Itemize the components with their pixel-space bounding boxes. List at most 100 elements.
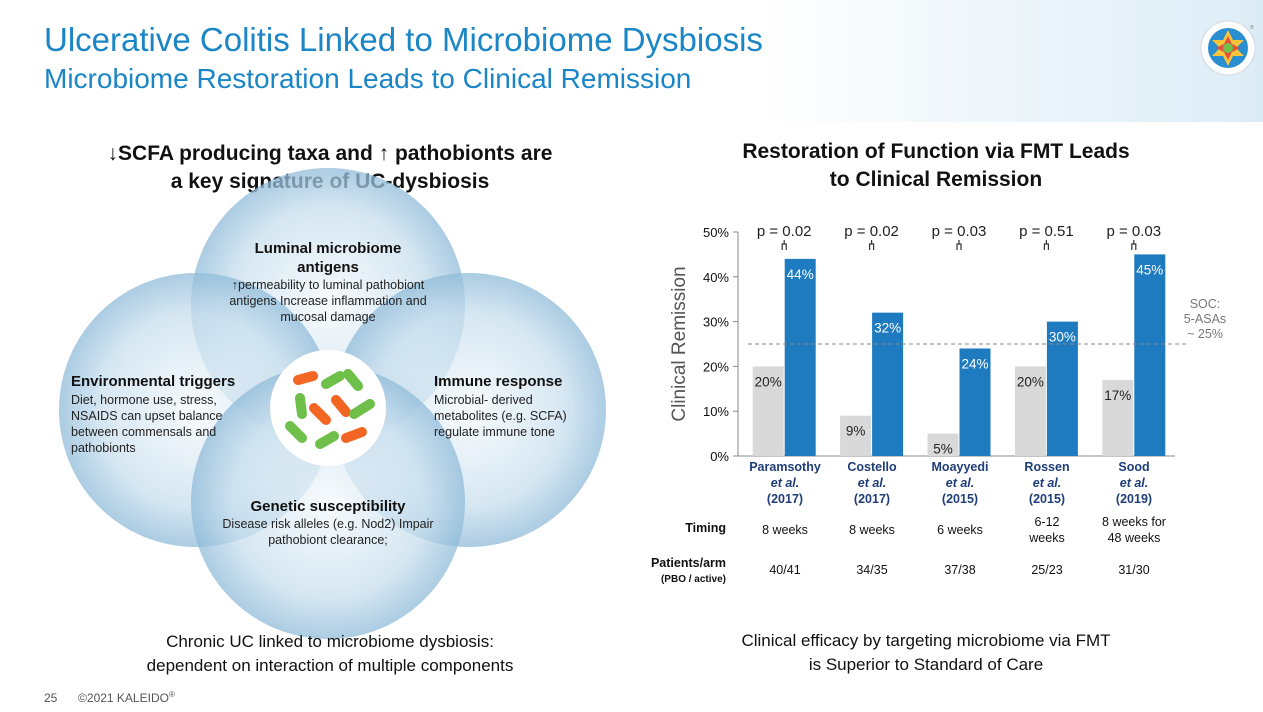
significance-bracket bbox=[1043, 243, 1049, 250]
page-number: 25 bbox=[44, 691, 58, 705]
timing-row-label: Timing bbox=[685, 521, 726, 535]
bacteria-icon bbox=[285, 369, 375, 449]
y-tick-label: 0% bbox=[710, 449, 729, 464]
fmt-bar bbox=[784, 258, 816, 456]
svg-text:®: ® bbox=[1250, 24, 1254, 31]
right-footer-line1: Clinical efficacy by targeting microbiom… bbox=[741, 631, 1111, 650]
timing-cell: 8 weeks bbox=[740, 522, 830, 538]
placebo-bar-label: 20% bbox=[1017, 374, 1044, 389]
fmt-bar bbox=[872, 312, 904, 456]
right-heading: Restoration of Function via FMT Leads to… bbox=[700, 138, 1172, 194]
left-footer: Chronic UC linked to microbiome dysbiosi… bbox=[60, 630, 600, 678]
right-footer: Clinical efficacy by targeting microbiom… bbox=[690, 629, 1162, 677]
y-tick-label: 40% bbox=[703, 270, 729, 285]
venn-bottom-text: Disease risk alleles (e.g. Nod2) Impair … bbox=[193, 516, 463, 548]
study-year: (2017) bbox=[853, 492, 891, 506]
y-tick-label: 20% bbox=[703, 359, 729, 374]
patients-cell: 31/30 bbox=[1118, 563, 1150, 577]
p-value-label: p = 0.02 bbox=[757, 223, 812, 240]
patients-row-label-sub: (PBO / active) bbox=[660, 574, 726, 585]
patients-cell: 37/38 bbox=[944, 563, 976, 577]
remission-bar-chart: 0% 10% 20% 30% 40% 50% Clinical Remission 20% 44… bbox=[669, 223, 1226, 464]
study-label: Sood et al. (2019) bbox=[1089, 459, 1179, 507]
timing-cell: 6-12 weeks bbox=[1002, 514, 1092, 546]
venn-right-text: Microbial- derived metabolites (e.g. SCF… bbox=[434, 392, 614, 440]
slide-title: Ulcerative Colitis Linked to Microbiome … bbox=[44, 21, 763, 58]
venn-top-text-line1: ↑permeability to luminal pathobiont bbox=[231, 278, 425, 292]
venn-right-title: Immune response bbox=[434, 373, 563, 390]
study-name: Paramsothy bbox=[749, 460, 821, 474]
study-year: (2019) bbox=[1115, 492, 1153, 506]
timing-cell: 8 weeks bbox=[827, 522, 917, 538]
patients-row-label-main: Patients/arm bbox=[650, 556, 726, 570]
study-etal: et al. bbox=[1119, 476, 1149, 490]
soc-label-line2: 5-ASAs bbox=[1184, 312, 1226, 326]
venn-top-title: Luminal microbiome antigens bbox=[228, 239, 428, 277]
left-heading-line1: ↓SCFA producing taxa and ↑ pathobionts a… bbox=[107, 142, 553, 165]
timing-cell-line: 8 weeks bbox=[849, 523, 895, 537]
venn-top-title-line2: antigens bbox=[297, 259, 359, 276]
placebo-bar bbox=[752, 366, 784, 456]
venn-top-text-line2: antigens Increase inflammation and bbox=[229, 294, 427, 308]
study-label: Rossen et al. (2015) bbox=[1002, 459, 1092, 507]
slide-subtitle: Microbiome Restoration Leads to Clinical… bbox=[44, 63, 692, 94]
timing-cell-line: 6-12 bbox=[1034, 515, 1060, 529]
venn-circle-bottom bbox=[191, 365, 465, 639]
significance-bracket bbox=[956, 243, 962, 250]
kaleido-logo-icon: ® bbox=[1200, 20, 1256, 76]
page-footer: 25 ©2021 KALEIDO® bbox=[44, 690, 175, 705]
study-name: Sood bbox=[1118, 460, 1150, 474]
timing-cell-line: 6 weeks bbox=[937, 523, 983, 537]
placebo-bar-label: 5% bbox=[933, 442, 953, 457]
study-label: Paramsothy et al. (2017) bbox=[740, 459, 830, 507]
venn-bottom-text-line1: Disease risk alleles (e.g. Nod2) Impair bbox=[222, 517, 434, 531]
study-etal: et al. bbox=[945, 476, 975, 490]
right-footer-line2: is Superior to Standard of Care bbox=[808, 655, 1044, 674]
study-year: (2015) bbox=[941, 492, 979, 506]
venn-left-text-line3: between commensals and bbox=[71, 425, 217, 439]
header-banner bbox=[0, 0, 1263, 122]
venn-left-text-line4: pathobionts bbox=[71, 441, 136, 455]
significance-bracket bbox=[869, 243, 875, 250]
venn-left-text: Diet, hormone use, stress, NSAIDS can up… bbox=[71, 392, 261, 456]
p-value-label: p = 0.51 bbox=[1019, 223, 1074, 240]
placebo-bar bbox=[1014, 366, 1046, 456]
timing-cell: 8 weeks for 48 weeks bbox=[1089, 514, 1179, 546]
venn-diagram bbox=[59, 168, 606, 639]
left-footer-line2: dependent on interaction of multiple com… bbox=[146, 656, 514, 675]
p-value-label: p = 0.03 bbox=[932, 223, 987, 240]
timing-cell: 6 weeks bbox=[915, 522, 1005, 538]
right-heading-line2: to Clinical Remission bbox=[829, 168, 1043, 191]
study-etal: et al. bbox=[1032, 476, 1062, 490]
placebo-bar-label: 20% bbox=[755, 374, 782, 389]
patients-cell: 25/23 bbox=[1031, 563, 1063, 577]
placebo-bar-label: 9% bbox=[846, 424, 866, 439]
venn-bottom-title: Genetic susceptibility bbox=[250, 498, 406, 515]
fmt-bar-label: 45% bbox=[1136, 262, 1163, 277]
study-name: Costello bbox=[847, 460, 897, 474]
left-footer-line1: Chronic UC linked to microbiome dysbiosi… bbox=[166, 632, 494, 651]
placebo-bar bbox=[1102, 379, 1134, 456]
p-value-label: p = 0.02 bbox=[844, 223, 899, 240]
timing-cell-line: 8 weeks for bbox=[1102, 515, 1166, 529]
study-name: Rossen bbox=[1024, 460, 1070, 474]
venn-left-text-line1: Diet, hormone use, stress, bbox=[71, 393, 217, 407]
study-etal: et al. bbox=[770, 476, 800, 490]
venn-right-text-line3: regulate immune tone bbox=[434, 425, 555, 439]
venn-top-title-line1: Luminal microbiome bbox=[254, 240, 402, 257]
venn-right-text-line1: Microbial- derived bbox=[434, 393, 533, 407]
fmt-bar-label: 24% bbox=[961, 356, 988, 371]
significance-bracket bbox=[1131, 243, 1137, 250]
placebo-bar-label: 17% bbox=[1104, 388, 1131, 403]
fmt-bar-label: 32% bbox=[874, 321, 901, 336]
y-tick-label: 50% bbox=[703, 225, 729, 240]
timing-cell-line: 48 weeks bbox=[1107, 531, 1161, 545]
y-tick-label: 30% bbox=[703, 315, 729, 330]
registered-mark: ® bbox=[168, 690, 175, 699]
y-axis-label: Clinical Remission bbox=[669, 266, 690, 421]
fmt-bar-label: 30% bbox=[1049, 330, 1076, 345]
venn-top-text: ↑permeability to luminal pathobiont anti… bbox=[203, 277, 453, 325]
study-label: Costello et al. (2017) bbox=[827, 459, 917, 507]
timing-cell-line: weeks bbox=[1029, 531, 1065, 545]
patients-row-label: Patients/arm (PBO / active) bbox=[620, 556, 726, 587]
